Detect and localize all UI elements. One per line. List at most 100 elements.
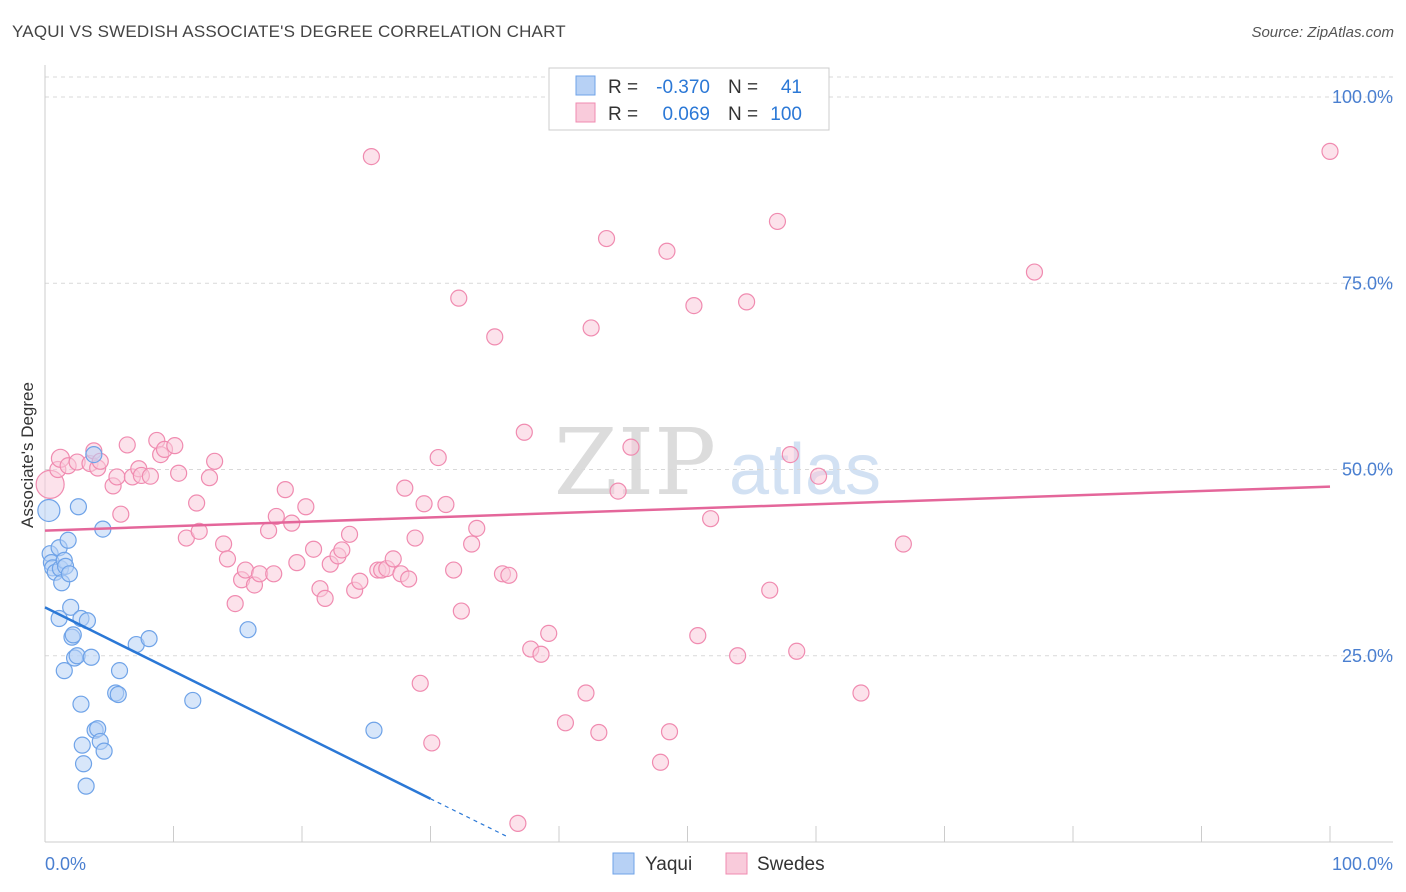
yaqui-point bbox=[62, 598, 80, 616]
yaqui-point bbox=[85, 446, 103, 464]
swedes-point bbox=[597, 229, 616, 248]
swedes-point bbox=[384, 550, 402, 568]
yaqui-point bbox=[73, 736, 91, 754]
swedes-point bbox=[340, 525, 359, 543]
yaqui-point bbox=[74, 755, 93, 773]
swedes-point bbox=[1321, 142, 1339, 160]
y-tick-label: 25.0% bbox=[1342, 646, 1393, 666]
swedes-point bbox=[437, 495, 455, 514]
swedes-point bbox=[304, 540, 323, 558]
yaqui-point bbox=[109, 685, 127, 704]
swedes-point bbox=[1025, 263, 1044, 281]
swedes-point bbox=[685, 297, 703, 315]
yaqui-point bbox=[59, 531, 77, 549]
swedes-point bbox=[809, 467, 828, 485]
yaqui-r-value: -0.370 bbox=[656, 77, 710, 98]
swedes-point bbox=[450, 289, 468, 307]
swedes-point bbox=[423, 734, 441, 752]
swedes-point bbox=[622, 438, 640, 456]
swedes-point bbox=[738, 293, 756, 311]
swedes-point bbox=[463, 535, 481, 553]
swedes-point bbox=[265, 565, 283, 583]
yaqui-n-label: N = bbox=[728, 77, 758, 98]
swedes-point bbox=[651, 753, 670, 771]
swedes-point bbox=[532, 645, 550, 663]
y-axis-title: Associate's Degree bbox=[18, 382, 37, 528]
swedes-point bbox=[297, 498, 315, 516]
swedes-point bbox=[768, 212, 787, 231]
yaqui-legend-label: Yaqui bbox=[645, 854, 692, 875]
swedes-point bbox=[112, 505, 130, 523]
swedes-point bbox=[226, 594, 244, 613]
swedes-point bbox=[781, 446, 799, 464]
swedes-point bbox=[170, 464, 188, 482]
x-tick-label-min: 0.0% bbox=[45, 854, 86, 874]
swedes-point bbox=[188, 494, 206, 512]
yaqui-r-label: R = bbox=[608, 77, 638, 98]
yaqui-point bbox=[72, 695, 90, 713]
swedes-point bbox=[852, 684, 870, 702]
swedes-point bbox=[556, 714, 575, 732]
yaqui-point bbox=[68, 647, 86, 665]
swedes-point bbox=[362, 148, 380, 166]
yaqui-point bbox=[60, 565, 79, 583]
swedes-legend-label: Swedes bbox=[757, 854, 825, 875]
swedes-n-value: 100 bbox=[770, 104, 802, 125]
swedes-point bbox=[609, 482, 627, 500]
swedes-r-label: R = bbox=[608, 104, 638, 125]
swedes-point bbox=[515, 423, 533, 441]
yaqui-point bbox=[184, 691, 202, 710]
swedes-point bbox=[590, 723, 608, 742]
swedes-point bbox=[894, 535, 912, 553]
swedes-point bbox=[411, 674, 429, 692]
swedes-point bbox=[218, 550, 237, 568]
swedes-point bbox=[729, 647, 747, 665]
swedes-point bbox=[500, 566, 518, 584]
yaqui-n-value: 41 bbox=[781, 77, 802, 98]
yaqui-point bbox=[64, 626, 82, 644]
swedes-point bbox=[276, 481, 294, 499]
y-tick-label: 75.0% bbox=[1342, 273, 1393, 293]
swedes-point bbox=[259, 521, 278, 540]
swedes-point bbox=[702, 510, 720, 528]
swedes-point bbox=[689, 627, 707, 645]
swedes-point bbox=[660, 723, 679, 741]
swedes-point bbox=[761, 581, 779, 599]
swedes-point bbox=[509, 814, 527, 832]
swedes-point bbox=[468, 519, 486, 537]
swedes-point bbox=[316, 589, 334, 607]
yaqui-point bbox=[77, 777, 95, 795]
x-tick-label-max: 100.0% bbox=[1332, 854, 1393, 874]
swedes-point bbox=[429, 448, 447, 467]
yaqui-trend-extension bbox=[430, 798, 508, 838]
swedes-point bbox=[577, 684, 595, 702]
swedes-point bbox=[190, 522, 208, 540]
y-tick-label: 100.0% bbox=[1332, 87, 1393, 107]
swedes-point bbox=[200, 469, 219, 487]
yaqui-swatch-stats bbox=[575, 75, 596, 96]
yaqui-legend-swatch bbox=[612, 852, 635, 875]
swedes-trend-line bbox=[44, 485, 1331, 532]
swedes-point bbox=[658, 242, 676, 260]
swedes-point bbox=[582, 319, 600, 337]
yaqui-point bbox=[69, 498, 88, 516]
series-legend: Yaqui Swedes bbox=[612, 852, 825, 875]
swedes-point bbox=[445, 561, 463, 579]
watermark-zip: ZIP bbox=[554, 409, 716, 516]
yaqui-point bbox=[110, 662, 129, 680]
yaqui-point bbox=[239, 621, 257, 639]
swedes-n-label: N = bbox=[728, 104, 758, 125]
swedes-point bbox=[206, 452, 224, 470]
swedes-point bbox=[486, 328, 504, 346]
chart-title: YAQUI VS SWEDISH ASSOCIATE'S DEGREE CORR… bbox=[12, 22, 566, 41]
swedes-point bbox=[540, 624, 558, 643]
yaqui-point bbox=[365, 721, 383, 739]
yaqui-point bbox=[82, 648, 100, 666]
yaqui-point bbox=[95, 742, 113, 760]
y-tick-label: 50.0% bbox=[1342, 460, 1393, 480]
swedes-point bbox=[452, 602, 470, 620]
swedes-point bbox=[118, 436, 136, 454]
stats-legend: R = -0.370 N = 41 R = 0.069 N = 100 bbox=[548, 67, 830, 131]
swedes-point bbox=[406, 529, 424, 547]
